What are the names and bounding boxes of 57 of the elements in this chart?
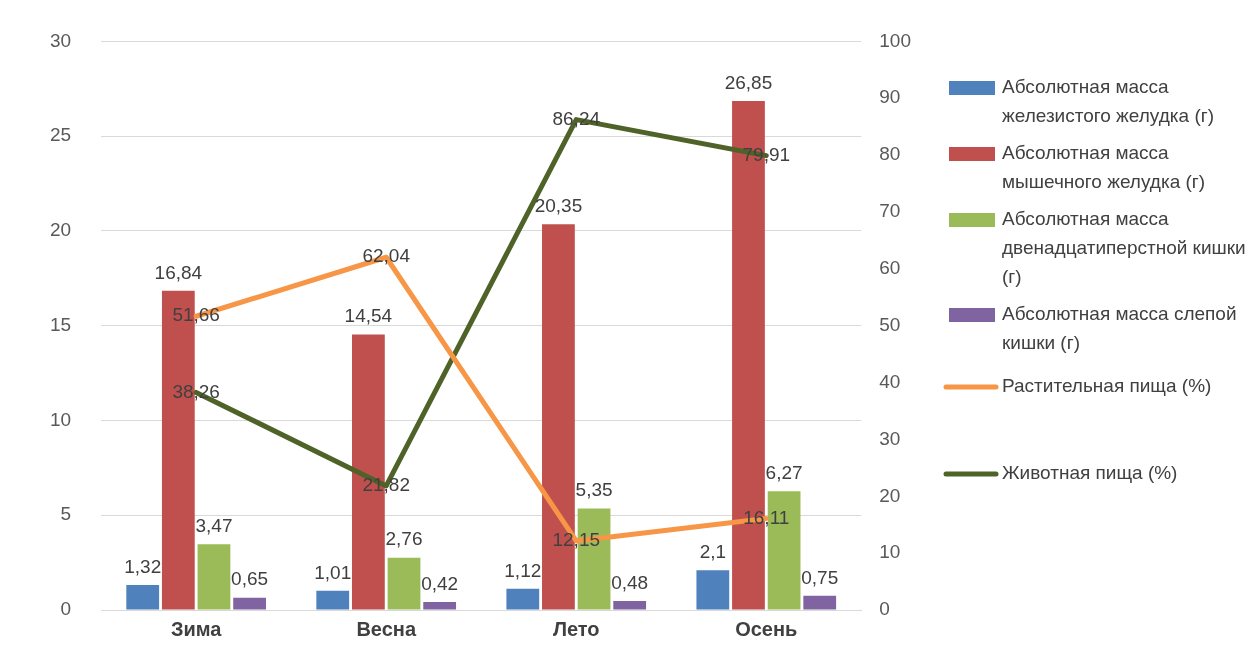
y-tick-label: 30 xyxy=(49,29,72,51)
y-tick-label: 25 xyxy=(49,124,72,146)
bar xyxy=(613,600,647,610)
data-label: 2,76 xyxy=(385,528,423,550)
y2-tick-label: 10 xyxy=(879,541,901,563)
y-tick-label: 10 xyxy=(49,408,72,430)
data-label: 12,15 xyxy=(552,529,601,551)
y2-tick-label: 90 xyxy=(879,86,901,108)
y2-tick-label: 20 xyxy=(879,484,901,506)
data-label: 6,27 xyxy=(765,461,803,483)
data-label: 1,12 xyxy=(504,559,542,581)
bar xyxy=(233,597,266,610)
data-label: 0,42 xyxy=(421,572,459,594)
data-label: 20,35 xyxy=(534,195,583,217)
data-label: 3,47 xyxy=(195,514,233,536)
y2-tick-label: 80 xyxy=(879,143,901,165)
legend-label: Абсолютная масса двенадцатиперстной кишки (г) xyxy=(1002,208,1246,288)
bar xyxy=(387,557,421,610)
data-label: 1,01 xyxy=(314,561,352,583)
data-label: 16,84 xyxy=(154,261,203,283)
x-tick-label: Весна xyxy=(356,617,417,640)
y2-tick-label: 0 xyxy=(879,598,890,620)
data-label: 0,48 xyxy=(611,571,649,593)
y2-tick-label: 60 xyxy=(879,257,901,279)
y2-tick-label: 70 xyxy=(879,200,901,222)
y2-tick-label: 100 xyxy=(879,29,911,51)
bar xyxy=(197,544,231,610)
data-label: 2,1 xyxy=(699,540,727,562)
data-label: 5,35 xyxy=(575,479,613,501)
bar xyxy=(506,588,540,610)
bar xyxy=(316,590,350,610)
y-tick-label: 20 xyxy=(49,219,72,241)
data-label: 0,75 xyxy=(801,566,839,588)
legend-label: Абсолютная масса железистого желудка (г) xyxy=(1002,76,1214,127)
y-tick-label: 15 xyxy=(49,313,72,335)
bar xyxy=(696,570,730,610)
data-label: 1,32 xyxy=(124,555,162,577)
bar xyxy=(803,595,837,610)
data-label: 62,04 xyxy=(362,245,411,267)
x-tick-label: Осень xyxy=(735,617,798,640)
legend-label: Растительная пища (%) xyxy=(1002,375,1212,397)
data-label: 14,54 xyxy=(344,305,393,327)
data-label: 26,85 xyxy=(724,71,773,93)
data-label: 0,65 xyxy=(231,568,269,590)
y2-tick-label: 40 xyxy=(879,370,901,392)
bar xyxy=(423,602,457,610)
legend-label: Абсолютная масса мышечного желудка (г) xyxy=(1002,142,1206,193)
y2-tick-label: 50 xyxy=(879,313,901,335)
bar xyxy=(126,584,160,610)
x-tick-label: Зима xyxy=(170,617,223,640)
y-tick-label: 0 xyxy=(60,598,72,620)
y2-tick-label: 30 xyxy=(879,427,901,449)
y-tick-label: 5 xyxy=(60,503,72,525)
x-tick-label: Лето xyxy=(552,617,600,640)
data-label: 16,11 xyxy=(743,506,790,528)
legend-label: Абсолютная масса слепой кишки (г) xyxy=(1002,303,1237,354)
legend-label: Животная пища (%) xyxy=(1002,462,1178,484)
